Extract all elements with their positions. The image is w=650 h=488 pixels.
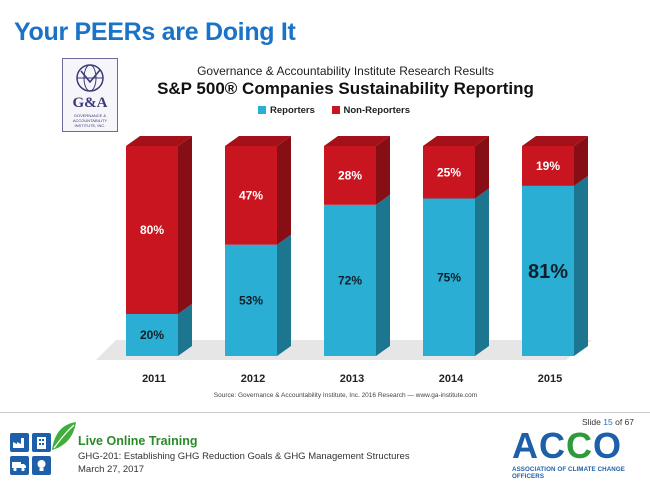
legend-swatch-non-reporters (331, 106, 340, 114)
truck-icon (10, 456, 29, 475)
bar-reporters-2014 (423, 198, 475, 356)
chart-title: S&P 500® Companies Sustainability Report… (157, 79, 534, 98)
lightbulb-icon (32, 456, 51, 475)
logo-letters: G&A (72, 95, 108, 111)
data-label-reporters-2014: 75% (437, 270, 461, 284)
bar-reporters-2015 (522, 185, 574, 356)
chart-source: Source: Governance & Accountability Inst… (213, 392, 478, 399)
bar-non-reporters-2013 (324, 146, 376, 205)
acco-letter: A (512, 425, 539, 466)
building-icon (32, 433, 51, 452)
legend-item-reporters: Reporters (258, 105, 315, 116)
bar-side-non-reporters-2015 (574, 136, 588, 186)
data-label-reporters-2012: 53% (239, 293, 263, 307)
bar-reporters-2012 (225, 244, 277, 356)
leaf-icon (52, 422, 76, 450)
legend-swatch-reporters (258, 106, 266, 114)
bar-top-2011 (126, 136, 192, 146)
chart-legend: Reporters Non-Reporters (258, 105, 424, 116)
bar-side-non-reporters-2013 (376, 136, 390, 205)
bar-side-non-reporters-2012 (277, 136, 291, 245)
logo-small-text: GOVERNANCE & ACCOUNTABILITY INSTITUTE, I… (72, 113, 108, 128)
course-title: GHG-201: Establishing GHG Reduction Goal… (78, 451, 410, 462)
bar-side-reporters-2012 (277, 234, 291, 356)
data-label-non-reporters-2013: 28% (338, 168, 362, 182)
bar-non-reporters-2014 (423, 146, 475, 199)
bar-side-reporters-2015 (574, 175, 588, 356)
acco-letters: ACCO (512, 428, 640, 464)
data-label-reporters-2011: 20% (140, 328, 164, 342)
x-tick-label-2013: 2013 (340, 373, 364, 385)
acco-letter: O (593, 425, 623, 466)
acco-letter: C (539, 425, 566, 466)
factory-icon (10, 433, 29, 452)
bar-top-2012 (225, 136, 291, 146)
globe-icon (76, 64, 104, 92)
bar-non-reporters-2012 (225, 146, 277, 245)
slide-current: 15 (603, 417, 613, 427)
slide-title: Your PEERs are Doing It (14, 18, 296, 46)
bar-side-non-reporters-2014 (475, 136, 489, 199)
data-label-non-reporters-2015: 19% (536, 159, 560, 173)
course-date: March 27, 2017 (78, 464, 145, 475)
x-tick-label-2012: 2012 (241, 373, 265, 385)
bar-side-non-reporters-2011 (178, 136, 192, 314)
x-tick-label-2015: 2015 (538, 373, 562, 385)
acco-logo: ACCO ASSOCIATION OF CLIMATE CHANGE OFFIC… (512, 428, 640, 481)
data-label-non-reporters-2012: 47% (239, 188, 263, 202)
chart-subtitle: Governance & Accountability Institute Re… (197, 64, 494, 78)
bar-side-reporters-2013 (376, 194, 390, 356)
footer-heading: Live Online Training (78, 434, 198, 448)
bar-top-2015 (522, 136, 588, 146)
bar-top-2013 (324, 136, 390, 146)
bar-reporters-2011 (126, 314, 178, 356)
slide-number: Slide 15 of 67 (582, 417, 634, 427)
bar-side-reporters-2014 (475, 188, 489, 356)
bar-reporters-2013 (324, 204, 376, 356)
legend-label-reporters: Reporters (270, 105, 315, 116)
acco-letter: C (566, 425, 593, 466)
bar-non-reporters-2015 (522, 146, 574, 186)
slide-label: Slide (581, 417, 601, 427)
ga-logo: G&A GOVERNANCE & ACCOUNTABILITY INSTITUT… (62, 58, 118, 132)
bar-side-reporters-2011 (178, 304, 192, 356)
legend-label-non-reporters: Non-Reporters (343, 105, 411, 116)
bar-top-2014 (423, 136, 489, 146)
x-tick-label-2011: 2011 (142, 373, 166, 385)
x-tick-label-2014: 2014 (439, 373, 464, 385)
data-label-non-reporters-2011: 80% (140, 223, 164, 237)
slide-total: of 67 (615, 417, 634, 427)
data-label-reporters-2013: 72% (338, 273, 362, 287)
footer-divider (0, 412, 650, 413)
acco-tagline: ASSOCIATION OF CLIMATE CHANGE OFFICERS (512, 466, 626, 480)
data-label-reporters-2015: 81% (528, 261, 568, 283)
legend-item-non-reporters: Non-Reporters (331, 105, 411, 116)
data-label-non-reporters-2014: 25% (437, 165, 461, 179)
bar-non-reporters-2011 (126, 146, 178, 314)
